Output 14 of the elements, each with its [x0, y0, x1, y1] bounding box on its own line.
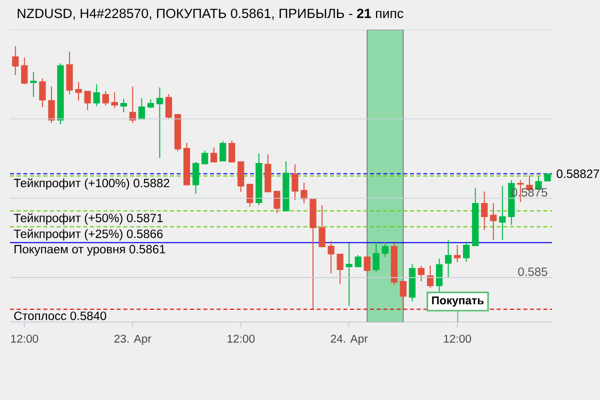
ref-line-label: Тейкпрофит (+25%) 0.5866 — [14, 229, 163, 240]
x-tick-label: 12:00 — [228, 334, 255, 343]
ref-line-label: 0.58827 — [556, 170, 600, 178]
ref-line-label: Тейкпрофит (+100%) 0.5882 — [14, 178, 170, 190]
ref-line-label: Стоплосс 0.5840 — [14, 312, 106, 320]
x-tick-label: 12:00 — [444, 334, 472, 343]
ref-line-label: Покупаем от уровня 0.5861 — [14, 244, 166, 256]
x-tick-label: 12:00 — [11, 334, 38, 343]
annotation: Покупать — [432, 296, 484, 307]
chart-title: NZDUSD, H4#228570, ПОКУПАТЬ 0.5861, ПРИБЫЛЬ - 21 пипс — [18, 8, 404, 20]
x-tick-label: 23. Apr — [114, 334, 152, 345]
x-tick-label: 24. Apr — [330, 334, 368, 345]
y-tick-label: 0.585 — [518, 267, 548, 276]
ref-line-label: Тейкпрофит (+50%) 0.5871 — [14, 213, 163, 225]
